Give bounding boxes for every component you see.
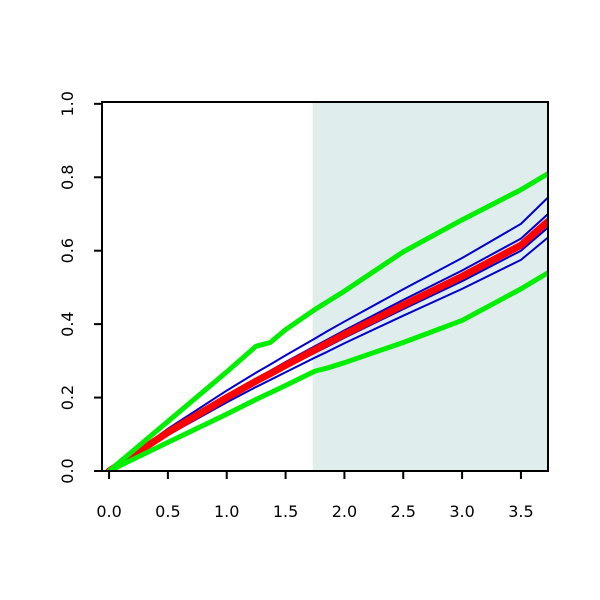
x-tick-label: 1.0 [214, 502, 239, 521]
x-tick-label: 2.5 [391, 502, 416, 521]
y-tick-label: 1.0 [58, 91, 77, 116]
x-tick-label: 3.0 [449, 502, 474, 521]
plot-box [101, 101, 549, 472]
y-tick-label: 0.0 [58, 458, 77, 483]
x-tick-label: 2.0 [332, 502, 357, 521]
series-line [106, 270, 548, 471]
y-tick-label: 0.4 [58, 311, 77, 336]
x-tick-label: 3.5 [508, 502, 533, 521]
y-tick-label: 0.6 [58, 238, 77, 263]
series-line [108, 236, 548, 471]
series-line [105, 217, 548, 471]
x-tick-label: 0.0 [96, 502, 121, 521]
y-tick-label: 0.2 [58, 385, 77, 410]
series-line [106, 171, 548, 471]
x-tick-label: 1.5 [273, 502, 298, 521]
y-tick-label: 0.8 [58, 165, 77, 190]
series-line [108, 196, 548, 471]
x-tick-label: 0.5 [155, 502, 180, 521]
